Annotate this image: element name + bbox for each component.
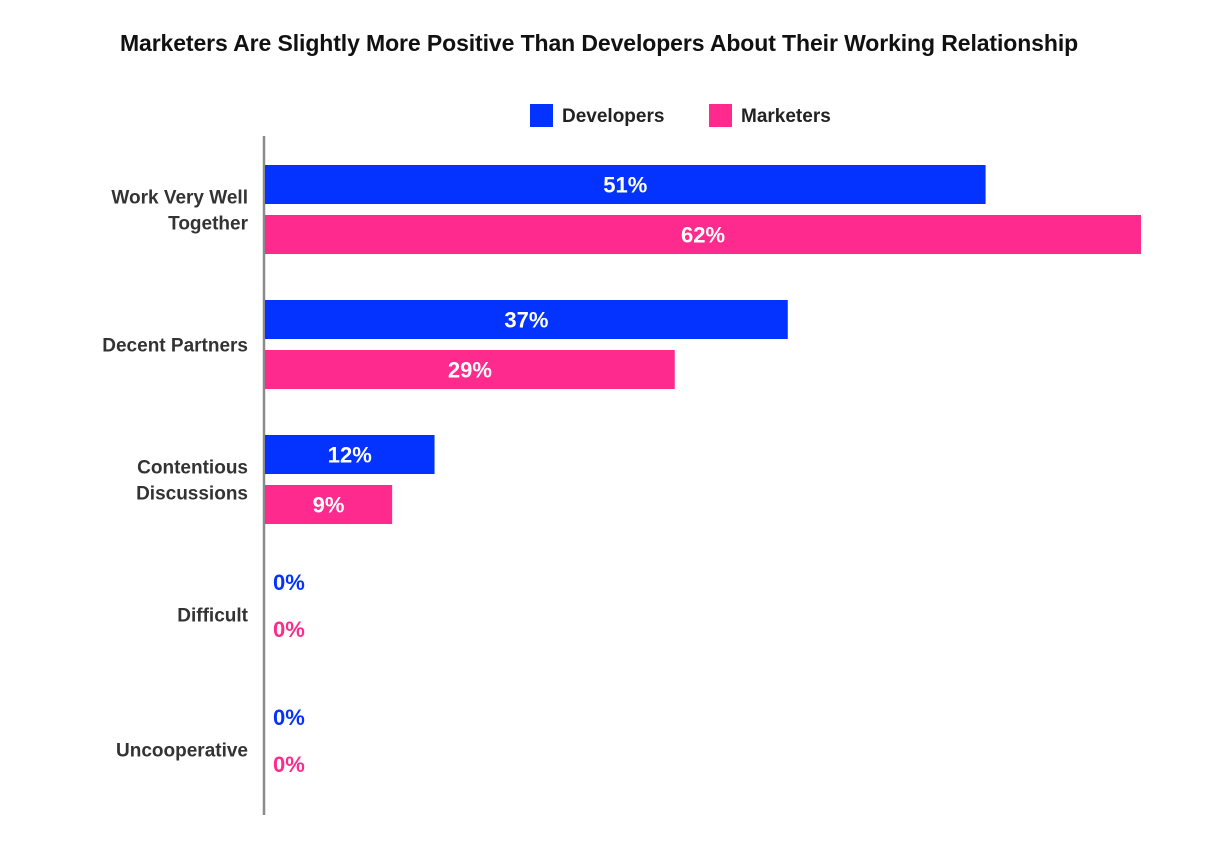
bar-marketers — [265, 215, 1141, 254]
bar-marketers — [265, 350, 675, 389]
bar-value-label: 0% — [273, 705, 305, 730]
bar-value-label: 0% — [273, 617, 305, 642]
chart-title: Marketers Are Slightly More Positive Tha… — [119, 30, 1079, 56]
bar-value-label: 37% — [504, 308, 548, 333]
legend-label-marketers: Marketers — [741, 106, 831, 127]
bar-value-label: 12% — [328, 443, 372, 468]
bar-marketers — [265, 485, 393, 524]
bar-value-label: 0% — [273, 752, 305, 777]
bar-developers — [265, 435, 435, 474]
legend-label-developers: Developers — [562, 106, 664, 127]
category-label: Together — [168, 214, 248, 235]
category-label: Uncooperative — [116, 741, 248, 762]
bar-developers — [265, 300, 788, 339]
bar-value-label: 29% — [448, 358, 492, 383]
bar-value-label: 51% — [603, 173, 647, 198]
category-label: Decent Partners — [102, 336, 248, 357]
legend-swatch-developers — [530, 104, 553, 127]
bar-value-label: 62% — [681, 223, 725, 248]
category-label: Contentious — [137, 458, 248, 479]
bar-developers — [265, 165, 986, 204]
bar-value-label: 9% — [313, 493, 345, 518]
category-label: Discussions — [136, 484, 248, 505]
category-label: Work Very Well — [111, 188, 248, 209]
legend-swatch-marketers — [709, 104, 732, 127]
bar-value-label: 0% — [273, 570, 305, 595]
category-label: Difficult — [177, 606, 248, 627]
